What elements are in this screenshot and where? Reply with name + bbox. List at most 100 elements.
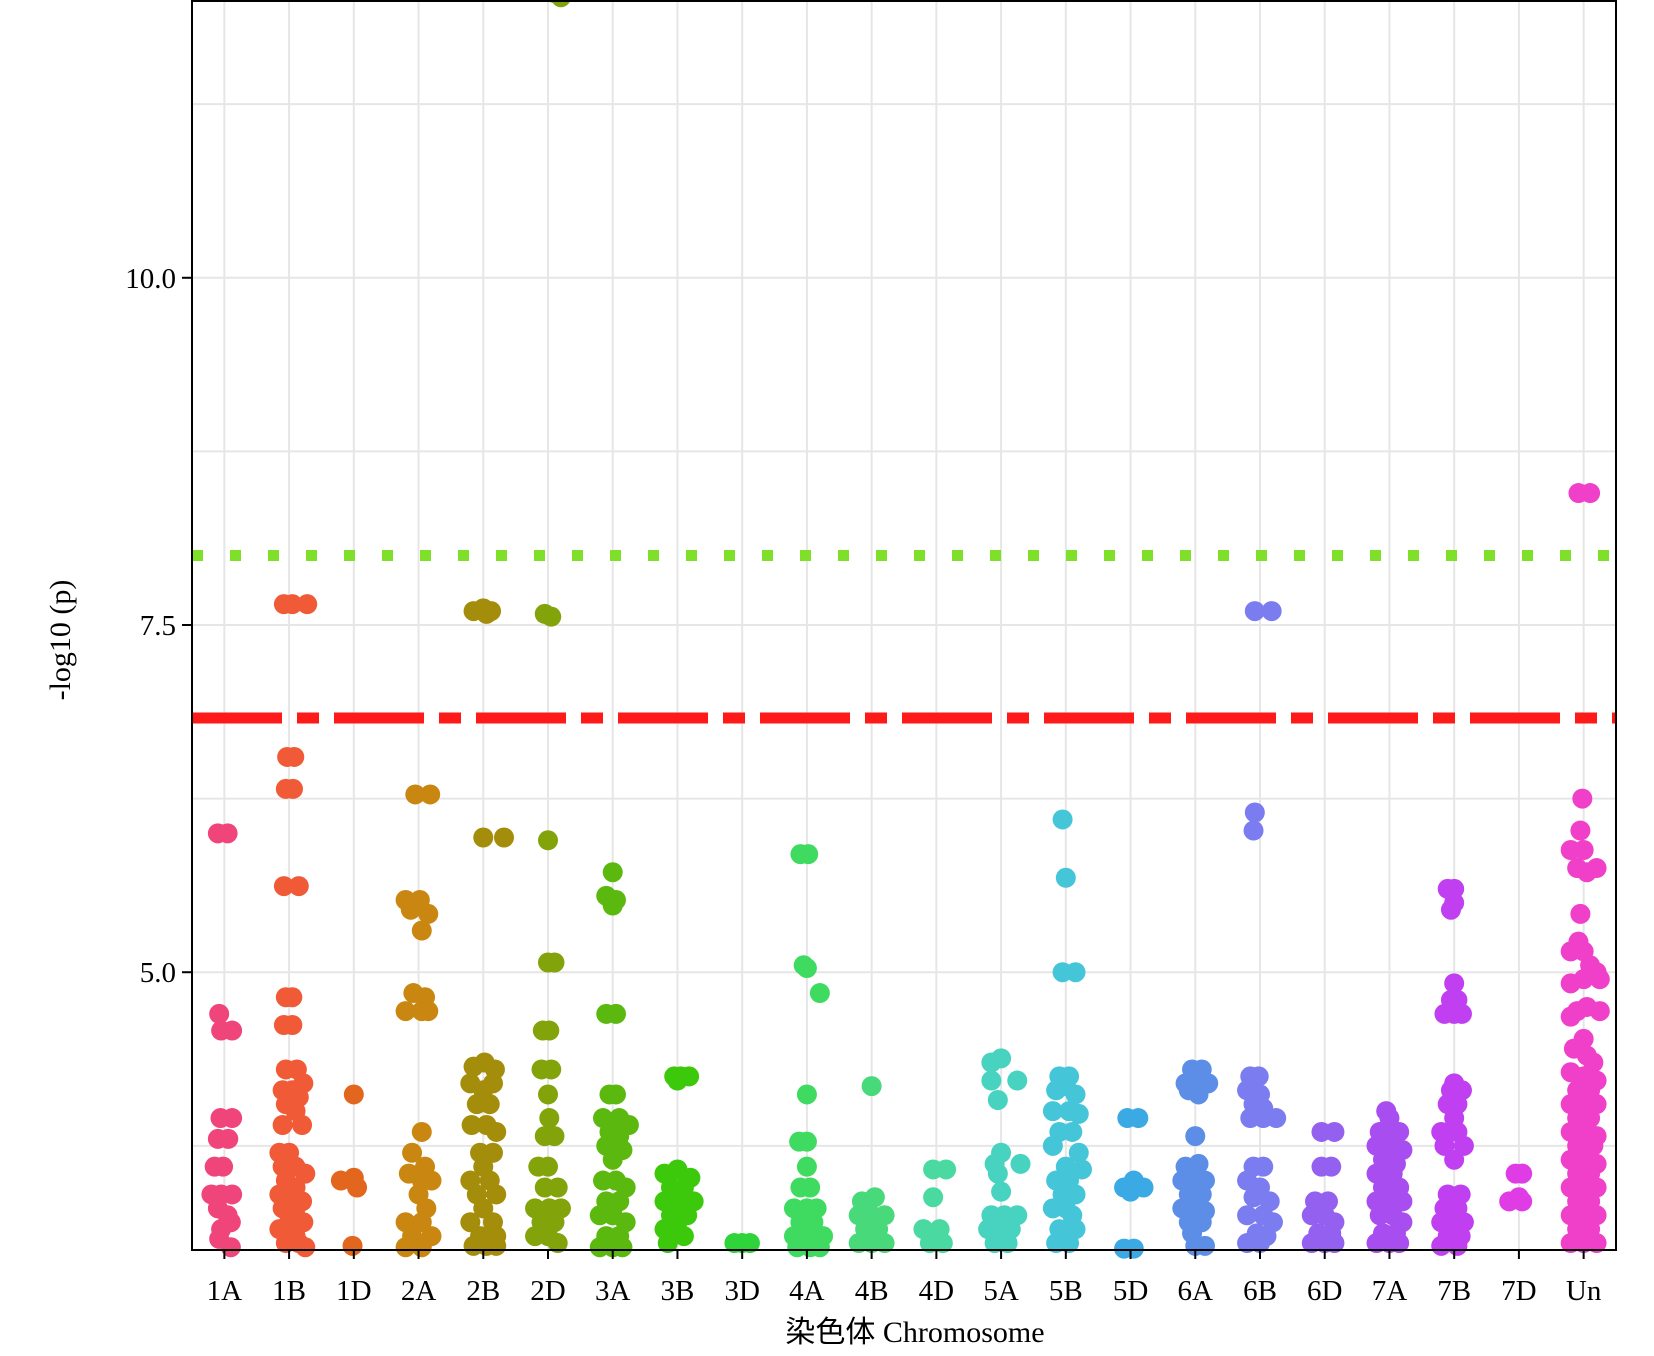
- snp-point: [1583, 1052, 1604, 1073]
- y-tick-label: 5.0: [140, 957, 176, 989]
- snp-point: [796, 1156, 817, 1177]
- snp-point: [1007, 1070, 1028, 1091]
- snp-point: [1188, 1084, 1209, 1105]
- snp-point: [1243, 820, 1264, 841]
- significance-thresholds: [192, 550, 1616, 724]
- snp-point: [987, 1090, 1008, 1110]
- snp-point: [395, 1237, 416, 1258]
- snp-point: [932, 1233, 953, 1254]
- snp-point: [486, 1184, 507, 1205]
- snp-point: [991, 1048, 1012, 1069]
- snp-point: [400, 899, 421, 920]
- snp-point: [213, 1156, 234, 1177]
- snp-point: [1321, 1156, 1342, 1177]
- snp-point: [1052, 809, 1073, 830]
- snp-point: [1580, 483, 1601, 504]
- snp-point: [1237, 1205, 1258, 1226]
- snp-point: [411, 1212, 432, 1233]
- snp-point: [1444, 1149, 1465, 1170]
- snp-point: [347, 1177, 368, 1198]
- snp-point: [1059, 1233, 1080, 1254]
- snp-point: [217, 823, 238, 844]
- snp-point: [1444, 973, 1465, 994]
- snp-point: [405, 784, 426, 805]
- snp-point: [1583, 1135, 1604, 1156]
- x-tick-label: 4A: [789, 1275, 825, 1307]
- snp-point: [288, 876, 309, 897]
- x-tick-label: 3B: [661, 1275, 695, 1307]
- snp-point: [1324, 1233, 1345, 1254]
- snp-point: [864, 1187, 885, 1208]
- snp-point: [1244, 802, 1265, 823]
- snp-point: [282, 778, 303, 799]
- snp-point: [539, 1108, 560, 1129]
- snp-point: [473, 827, 494, 848]
- grid-lines: [192, 0, 1616, 1250]
- x-tick-label: 3A: [595, 1275, 631, 1307]
- snp-point: [1589, 1001, 1610, 1022]
- snp-point: [547, 1233, 568, 1254]
- snp-point: [1570, 820, 1591, 841]
- snp-point: [809, 983, 830, 1004]
- x-tick-label: 2A: [401, 1275, 437, 1307]
- snp-point: [1244, 601, 1265, 622]
- snp-point: [273, 876, 294, 897]
- snp-point: [605, 1003, 626, 1024]
- snp-point: [1573, 969, 1594, 990]
- snp-point: [420, 784, 441, 805]
- snp-point: [1389, 1233, 1410, 1254]
- snp-point: [421, 1170, 442, 1191]
- snp-point: [800, 1177, 821, 1198]
- snp-point: [1055, 867, 1076, 888]
- snp-point: [987, 1163, 1008, 1184]
- snp-point: [1324, 1121, 1345, 1142]
- snp-point: [612, 1237, 633, 1258]
- snp-point: [220, 1237, 241, 1258]
- snp-point: [479, 1094, 500, 1115]
- snp-point: [1072, 1159, 1092, 1180]
- snp-point: [1447, 1235, 1468, 1256]
- snp-point: [673, 1226, 694, 1247]
- snp-point: [482, 1142, 503, 1163]
- snp-point: [411, 1237, 432, 1258]
- snp-point: [796, 958, 817, 979]
- x-tick-label: 6D: [1307, 1275, 1342, 1307]
- snp-point: [1194, 1235, 1215, 1256]
- snp-point: [476, 603, 497, 624]
- snp-point: [1576, 862, 1597, 883]
- y-tick-label: 7.5: [140, 610, 176, 642]
- snp-point: [541, 606, 562, 627]
- snp-point: [473, 1198, 494, 1219]
- snp-point: [482, 1073, 503, 1094]
- snp-point: [538, 830, 558, 851]
- snp-point: [1392, 1191, 1413, 1212]
- snp-point: [602, 862, 623, 883]
- snp-point: [295, 1163, 316, 1184]
- snp-point: [282, 987, 303, 1008]
- x-axis-title: 染色体 Chromosome: [785, 1316, 1044, 1349]
- x-tick-label: 6B: [1243, 1275, 1277, 1307]
- snp-point: [1068, 1103, 1089, 1124]
- snp-point: [1243, 1187, 1264, 1208]
- snp-point: [282, 594, 303, 615]
- snp-point: [1120, 1181, 1141, 1202]
- snp-point: [460, 1212, 481, 1233]
- x-tick-label: 7D: [1501, 1275, 1536, 1307]
- snp-point: [1266, 1108, 1287, 1129]
- x-tick-label: 6A: [1178, 1275, 1214, 1307]
- snp-point: [1010, 1153, 1031, 1174]
- x-tick-label: 7A: [1372, 1275, 1408, 1307]
- snp-point: [1434, 1135, 1455, 1156]
- x-tick-label: 3D: [724, 1275, 759, 1307]
- snp-point: [486, 1121, 507, 1142]
- snp-point: [602, 1149, 623, 1170]
- snp-point: [1512, 1163, 1533, 1184]
- snp-point: [1572, 788, 1593, 809]
- snp-point: [1453, 1135, 1474, 1156]
- snp-point: [1188, 1153, 1209, 1174]
- x-tick-label: 4B: [855, 1275, 889, 1307]
- x-tick-label: 2B: [466, 1275, 500, 1307]
- snp-point: [1042, 1135, 1063, 1156]
- snp-point: [538, 1084, 558, 1105]
